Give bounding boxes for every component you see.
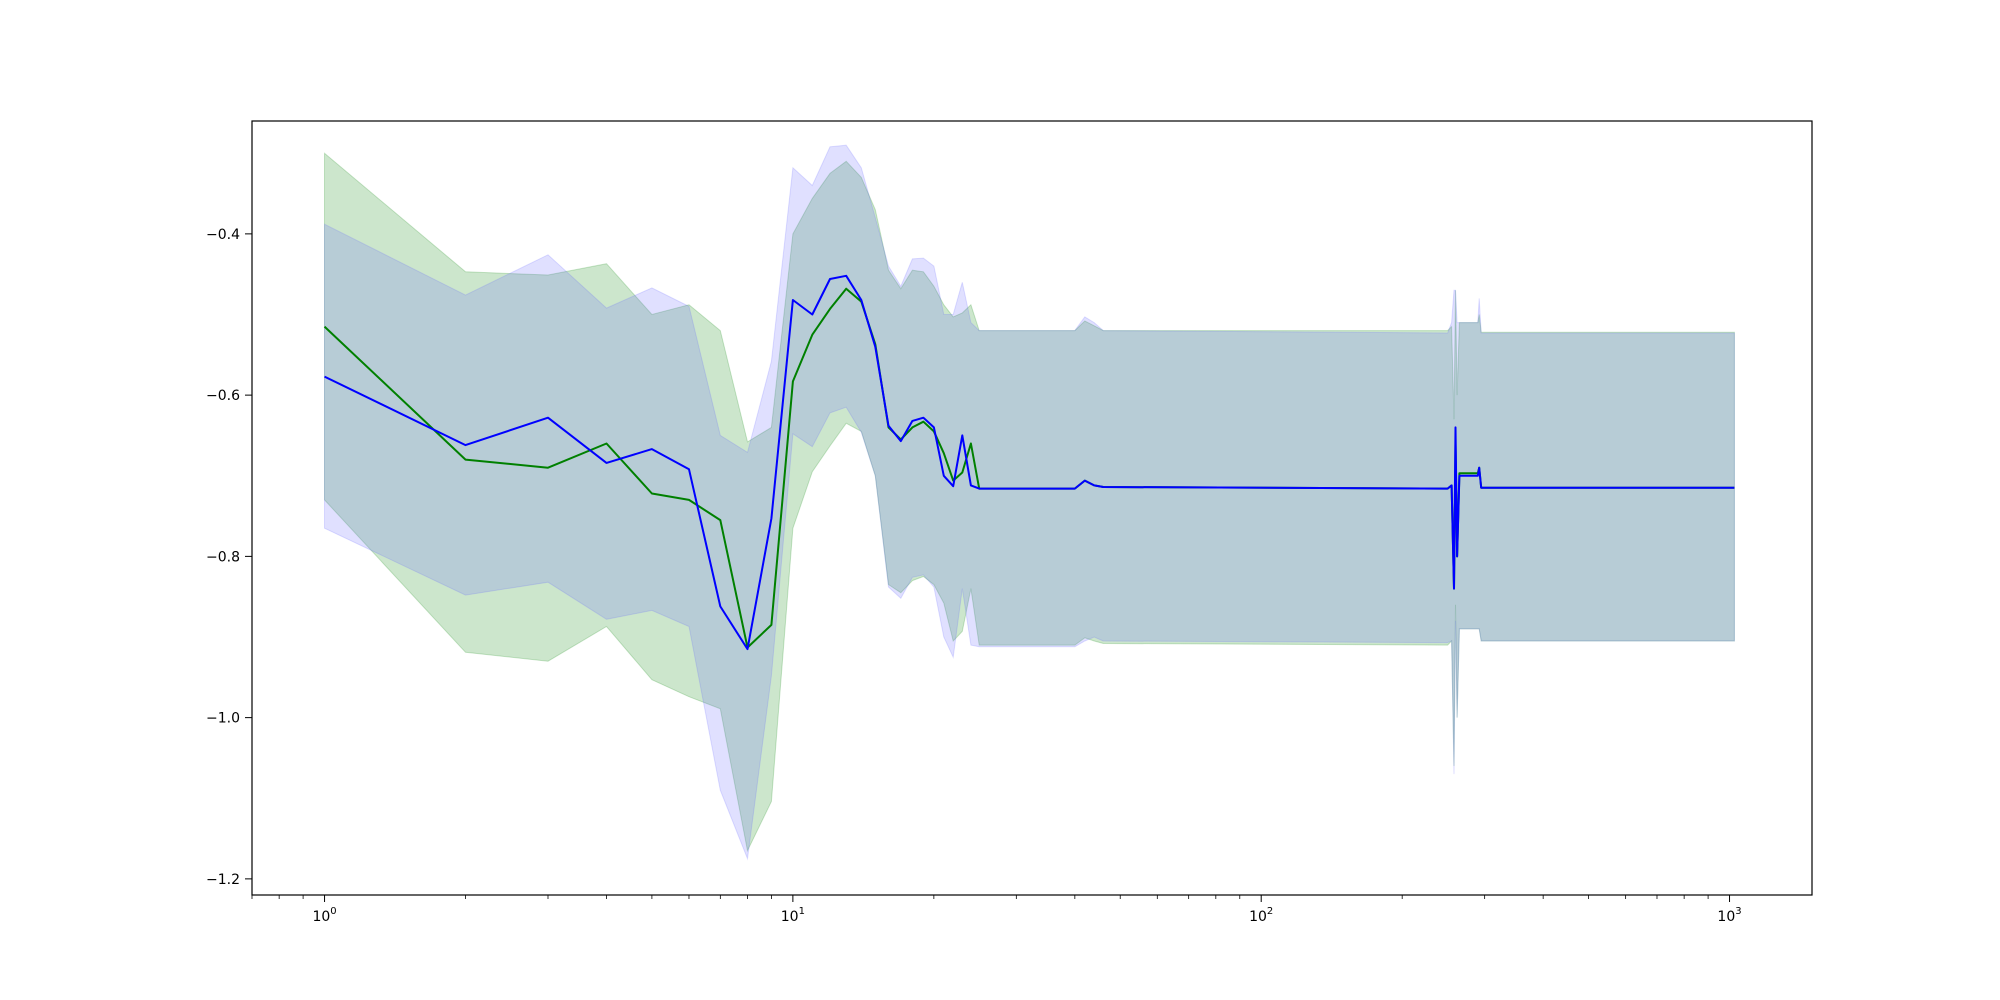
series-lines xyxy=(323,274,1735,651)
y-tick-label: −0.4 xyxy=(206,227,240,243)
y-tick-label: −0.8 xyxy=(206,549,240,565)
series-1-band xyxy=(324,144,1735,861)
y-axis: −0.4 −0.6 −0.8 −1.0 −1.2 xyxy=(206,227,252,888)
x-tick-label: 102 xyxy=(1249,906,1273,925)
y-tick-label: −1.0 xyxy=(206,711,240,727)
y-tick-label: −1.2 xyxy=(206,872,240,888)
series-0-band xyxy=(324,152,1735,853)
series-1-line xyxy=(324,274,1735,651)
x-tick-label: 101 xyxy=(781,906,805,925)
x-axis: 100 101 102 103 xyxy=(251,895,1742,925)
x-tick-label: 100 xyxy=(312,906,336,925)
y-tick-label: −0.6 xyxy=(206,388,240,404)
x-tick-label: 103 xyxy=(1717,906,1741,925)
plot-frame xyxy=(251,120,1813,896)
confidence-bands xyxy=(324,144,1735,861)
